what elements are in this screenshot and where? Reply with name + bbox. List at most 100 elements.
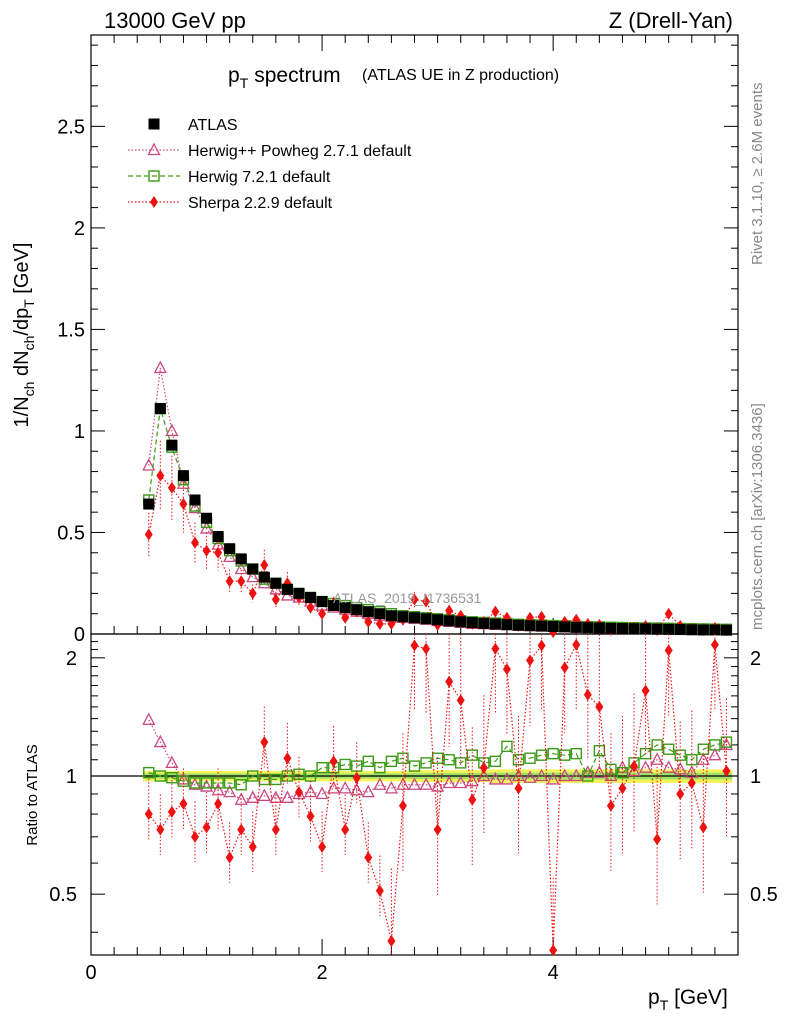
ratio-point [153,734,167,748]
main-point [445,604,454,617]
ratio-point [502,663,511,676]
ratio-point [526,654,535,667]
main-point [165,423,179,437]
main-point [466,617,478,629]
ratio-point [673,761,687,775]
ratio-point [339,758,351,771]
analysis-watermark: ATLAS_2019_I1736531 [333,590,482,606]
main-point [385,610,397,622]
ratio-point [410,639,419,652]
main-point [144,528,153,541]
main-point [432,614,444,626]
ratio-point [639,747,652,760]
ratio-point [144,808,153,821]
ratio-point [524,752,536,764]
main-point [537,610,546,623]
main-y-tick-label: 1 [74,421,85,443]
main-point [166,439,178,451]
main-point [260,558,269,571]
ratio-point [165,755,179,769]
legend: ATLAS Herwig++ Powheg 2.7.1 default Herwig… [128,117,412,212]
legend-item-2: Herwig 7.2.1 default [128,169,331,186]
ratio-point [664,644,673,657]
ratio-point [211,782,225,796]
main-point [306,601,315,614]
ratio-point [511,768,526,782]
main-point [628,623,640,635]
ratio-point [384,780,398,794]
ratio-point [419,777,433,790]
x-tick-label: 0 [85,962,96,984]
main-point [547,620,559,632]
main-series-3 [144,440,731,638]
main-point [686,624,698,636]
ratio-y-tick-label-right: 1 [750,766,761,788]
ratio-point [616,766,629,779]
ratio-point [281,770,294,782]
ratio-point [352,771,361,784]
ratio-point [190,830,199,843]
ratio-point [572,638,581,651]
main-point [235,553,247,565]
ratio-point [361,784,375,798]
ratio-point [387,934,396,947]
main-point [143,498,155,510]
chart-subtitle: (ATLAS UE in Z production) [362,67,559,84]
main-point [258,571,270,583]
ratio-point [500,772,514,785]
ratio-point [618,782,627,795]
main-point [154,403,166,415]
ratio-point [154,770,167,782]
main-point [491,605,500,618]
ratio-point [468,793,477,806]
legend-item-3: Sherpa 2.2.9 default [128,195,333,212]
main-point [362,606,374,618]
ratio-point [491,642,500,655]
ratio-point [303,784,318,798]
ratio-series-line [148,642,728,951]
main-point [409,612,420,624]
ratio-point [696,752,710,765]
x-axis-label: pT [GeV] [648,986,728,1013]
legend-item-0: ATLAS [148,117,238,134]
ratio-point [407,777,422,790]
main-point [179,498,188,511]
ratio-point [606,799,615,812]
ratio-point [385,755,398,768]
main-series-0 [143,403,732,636]
ratio-point [223,784,237,798]
ratio-panel-frame [90,633,739,956]
ratio-point [248,840,257,853]
main-point [410,593,419,606]
main-point [248,587,257,600]
svg-text:1/Nch dNch/dpT [GeV]: 1/Nch dNch/dpT [GeV] [11,243,37,428]
legend-marker [148,118,160,130]
ratio-point [214,797,223,810]
main-point [305,591,317,603]
ratio-point [582,770,594,782]
main-point [616,623,628,635]
ratio-point [595,700,604,713]
process-label: Z (Drell-Yan) [609,8,733,33]
ratio-point [687,776,696,789]
legend-item-1: Herwig++ Powheg 2.7.1 default [128,142,412,160]
ratio-point [422,642,431,655]
ratio-point [420,757,432,769]
ratio-point [431,752,444,764]
ratio-point [156,823,165,836]
rivet-version-label: Rivet 3.1.10, ≥ 2.6M events [749,83,766,266]
ratio-point [283,752,292,765]
ratio-point [270,773,282,786]
main-point [512,619,524,631]
main-point [582,622,594,634]
ratio-point [257,788,271,802]
main-point [271,593,280,606]
legend-marker [148,170,160,182]
ratio-point [489,755,502,768]
ratio-point [431,779,445,792]
ratio-point [442,775,456,789]
main-point [663,623,675,635]
ratio-point [708,747,722,761]
ratio-point [318,840,327,853]
